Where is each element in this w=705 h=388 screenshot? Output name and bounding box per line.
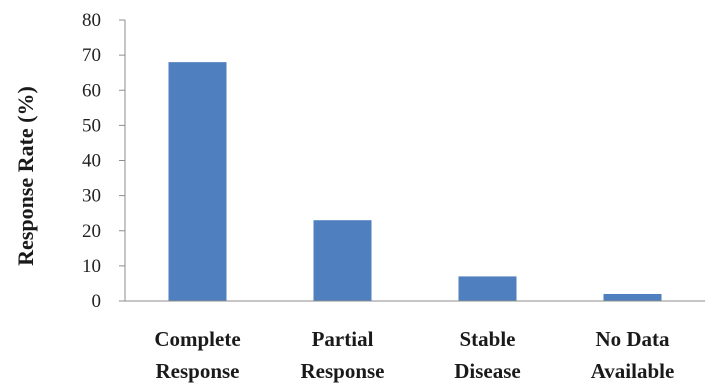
x-category-label-line: Response (155, 359, 239, 383)
y-tick-label: 10 (82, 256, 101, 277)
bar (313, 220, 372, 301)
x-category-label: Partial Response (300, 327, 384, 383)
y-tick-label: 50 (82, 115, 101, 136)
y-tick-label: 20 (82, 221, 101, 242)
bar (458, 276, 517, 301)
x-axis-labels: Complete Response Partial Response Stable Dis… (154, 327, 674, 383)
y-axis-ticks: 0 10 20 30 40 50 60 70 80 (82, 10, 125, 312)
x-category-label-line: Response (300, 359, 384, 383)
x-category-label: No Data Available (591, 327, 675, 383)
y-tick-label: 70 (82, 45, 101, 66)
bar (168, 62, 227, 302)
x-category-label-line: Complete (154, 327, 240, 351)
x-category-label: Complete Response (154, 327, 240, 383)
x-category-label-line: Available (591, 359, 675, 383)
axes (124, 20, 705, 302)
y-tick-label: 80 (82, 10, 101, 31)
x-category-label-line: Stable (459, 327, 515, 351)
bars (168, 62, 662, 302)
x-category-label-line: No Data (595, 327, 670, 351)
x-category-label-line: Disease (454, 359, 521, 383)
y-tick-label: 40 (82, 151, 101, 172)
y-tick-label: 0 (92, 291, 102, 312)
x-category-label: Stable Disease (454, 327, 521, 383)
y-axis-title: Response Rate (%) (13, 86, 38, 266)
bar (603, 293, 662, 301)
y-tick-label: 30 (82, 186, 101, 207)
y-tick-label: 60 (82, 80, 101, 101)
x-category-label-line: Partial (312, 327, 374, 351)
